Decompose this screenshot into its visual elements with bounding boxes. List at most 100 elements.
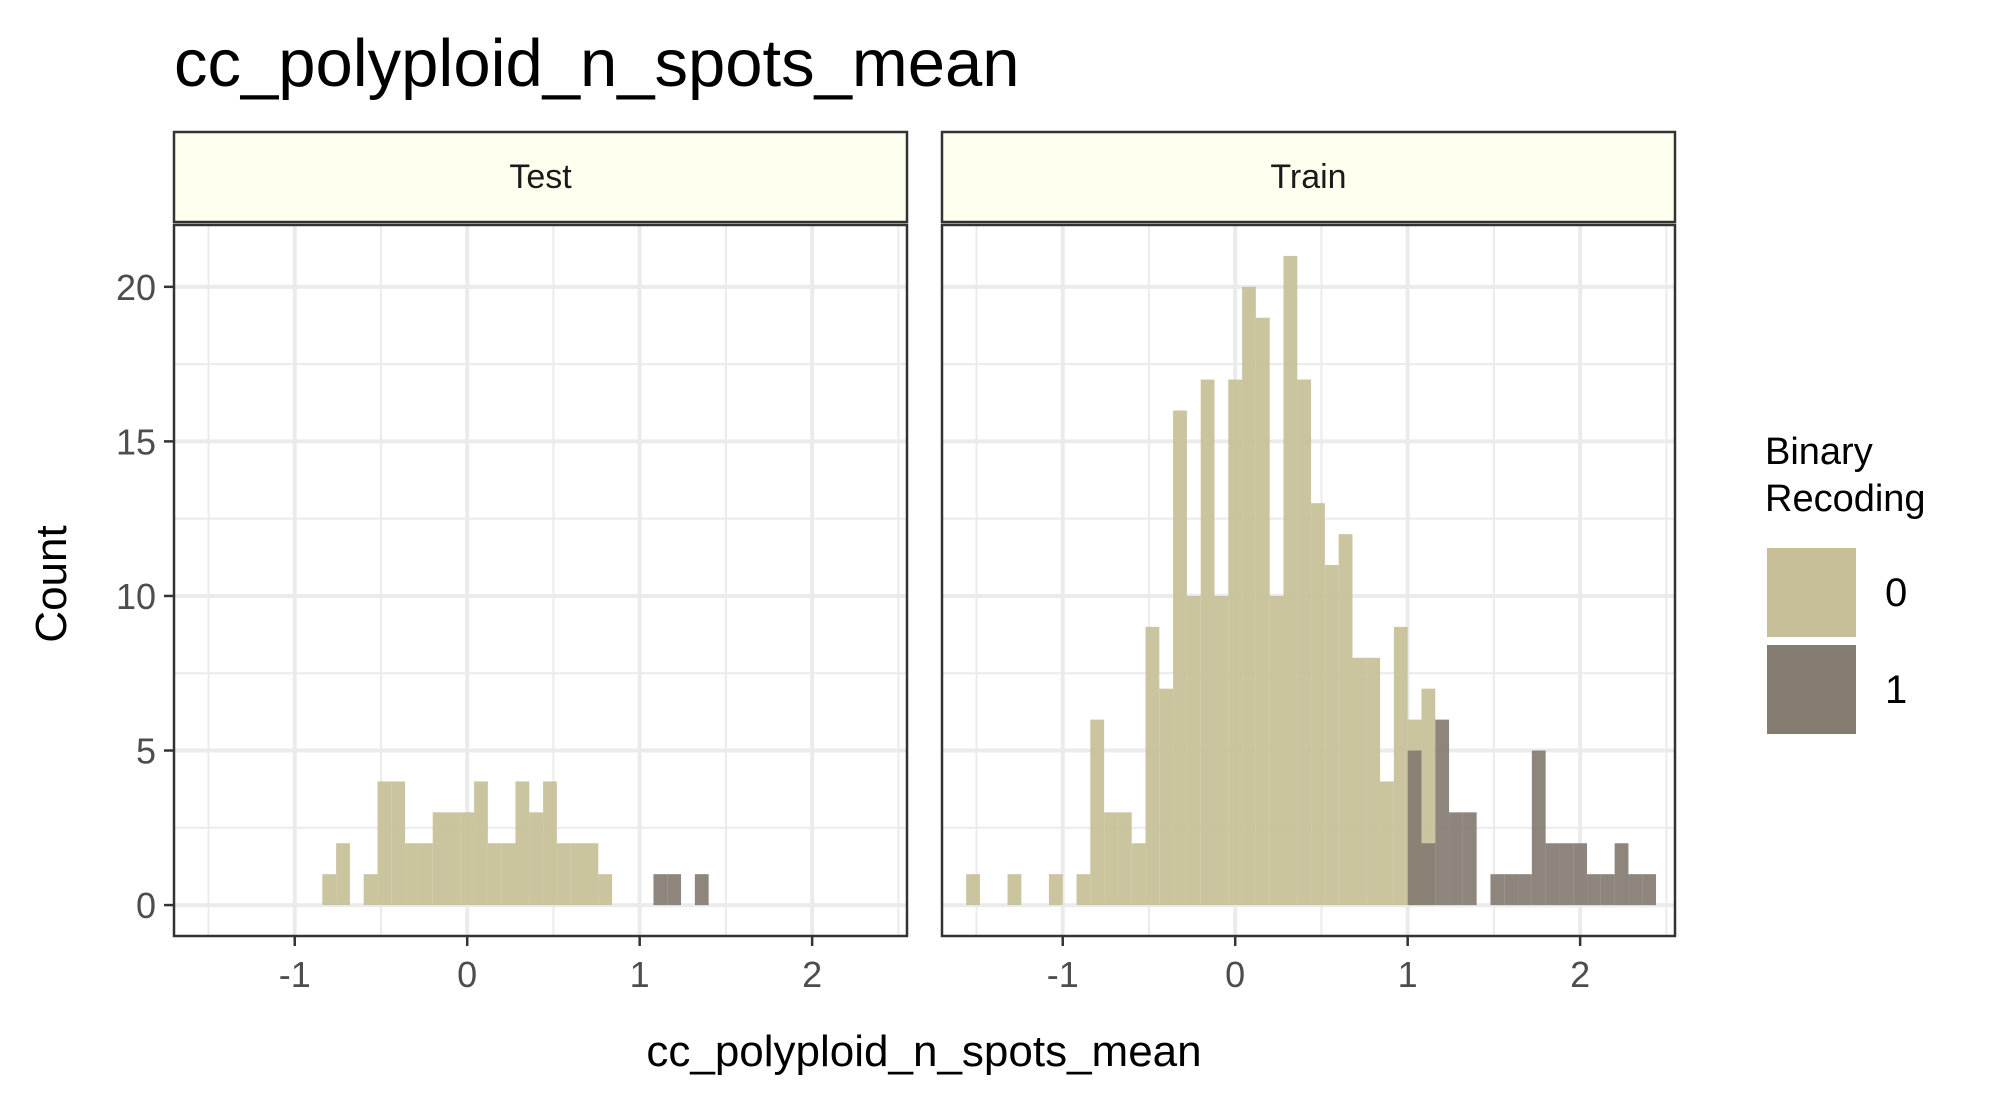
x-tick-label: -1	[1047, 954, 1079, 995]
x-tick-label: -1	[279, 954, 311, 995]
histogram-bar	[1545, 843, 1560, 906]
histogram-bar	[1435, 719, 1450, 906]
y-tick-label: 20	[116, 267, 156, 308]
histogram-bar	[446, 812, 461, 906]
series-0	[322, 781, 613, 906]
x-tick-label: 1	[1398, 954, 1418, 995]
histogram-bar	[1324, 565, 1339, 906]
histogram-bar	[391, 781, 406, 906]
histogram-bar	[556, 843, 571, 906]
histogram-bar	[598, 874, 613, 906]
legend-key-0	[1767, 548, 1856, 637]
histogram-bar	[1587, 874, 1601, 906]
legend: Binary Recoding 0 1	[1765, 431, 1926, 734]
histogram-bar	[487, 843, 502, 906]
legend-key-1	[1767, 645, 1856, 734]
histogram-bar	[1117, 812, 1132, 906]
legend-title: Binary Recoding	[1765, 431, 1926, 520]
histogram-bar	[515, 781, 530, 906]
histogram-bar	[1614, 843, 1629, 906]
histogram-bar	[1200, 379, 1215, 906]
x-tick-label: 2	[802, 954, 822, 995]
histogram-bar	[1007, 874, 1022, 906]
facet-strip	[172, 130, 909, 224]
histogram-bar	[363, 874, 378, 906]
series-1	[653, 874, 709, 906]
histogram-bar	[1421, 843, 1436, 906]
histogram-bar	[377, 781, 392, 906]
histogram-bar	[584, 843, 599, 906]
histogram-bar	[694, 874, 709, 906]
histogram-bar	[966, 874, 980, 906]
histogram-bar	[1173, 410, 1187, 906]
histogram-bar	[529, 812, 544, 906]
histogram-bar	[322, 874, 337, 906]
histogram-bar	[1407, 750, 1422, 906]
histogram-bar	[432, 812, 447, 906]
panel-border	[940, 223, 1677, 938]
x-tick-label: 2	[1570, 954, 1590, 995]
histogram-bar	[1642, 874, 1657, 906]
histogram-bar	[1628, 874, 1643, 906]
histogram-bar	[1311, 503, 1325, 906]
histogram-bar	[667, 874, 682, 906]
series-1	[1407, 719, 1657, 906]
histogram-bar	[1600, 874, 1615, 906]
histogram-bar	[1131, 843, 1146, 906]
histogram-bar	[1090, 719, 1105, 906]
histogram-bar	[1490, 874, 1505, 906]
histogram-bar	[570, 843, 585, 906]
facet-strip	[940, 130, 1677, 224]
histogram-bar	[1352, 657, 1367, 906]
histogram-bar	[1366, 657, 1381, 906]
y-tick-label: 10	[116, 576, 156, 617]
histogram-bar	[1269, 595, 1284, 906]
histogram-bar	[1531, 750, 1546, 906]
histogram-bar	[1186, 595, 1201, 906]
histogram-bar	[1449, 812, 1463, 906]
histogram-bar	[1559, 843, 1574, 906]
histogram-bar	[405, 843, 419, 906]
series-0	[966, 255, 1436, 906]
x-tick-label: 0	[457, 954, 477, 995]
histogram-bar	[653, 874, 668, 906]
histogram-bar	[1297, 379, 1312, 906]
histogram-bar	[1145, 626, 1160, 906]
histogram-bar	[1159, 688, 1174, 906]
histogram-bar	[1104, 812, 1118, 906]
histogram-bar	[474, 781, 488, 906]
histogram-bar	[1573, 843, 1588, 906]
histogram-bar	[1504, 874, 1519, 906]
y-tick-label: 0	[136, 885, 156, 926]
histogram-bar	[1228, 379, 1243, 906]
histogram-bar	[1076, 874, 1091, 906]
histogram-bar	[1214, 595, 1229, 906]
y-tick-label: 15	[116, 421, 156, 462]
histogram-bar	[1255, 317, 1270, 906]
facet-label: Train	[1270, 158, 1346, 196]
histogram-bar	[543, 781, 557, 906]
histogram-bar	[418, 843, 433, 906]
legend-label-1: 1	[1885, 668, 1907, 712]
histogram-bar	[336, 843, 350, 906]
histogram-bar	[1518, 874, 1532, 906]
histogram-bar	[1338, 534, 1353, 906]
x-tick-label: 0	[1225, 954, 1245, 995]
histogram-bar	[1283, 255, 1298, 906]
legend-label-0: 0	[1885, 571, 1907, 615]
facet-label: Test	[509, 158, 572, 196]
panel-train: Train -1 0 1 2	[940, 130, 1677, 995]
histogram-bar	[1393, 626, 1408, 906]
chart-title: cc_polyploid_n_spots_mean	[174, 26, 1020, 101]
histogram-bar	[1048, 874, 1063, 906]
histogram-bar	[1462, 812, 1477, 906]
x-tick-label: 1	[630, 954, 650, 995]
x-axis-title: cc_polyploid_n_spots_mean	[646, 1027, 1201, 1076]
histogram-bar	[460, 812, 475, 906]
panel-border	[172, 223, 909, 938]
histogram-bar	[1242, 286, 1256, 906]
y-tick-label: 5	[136, 731, 156, 772]
